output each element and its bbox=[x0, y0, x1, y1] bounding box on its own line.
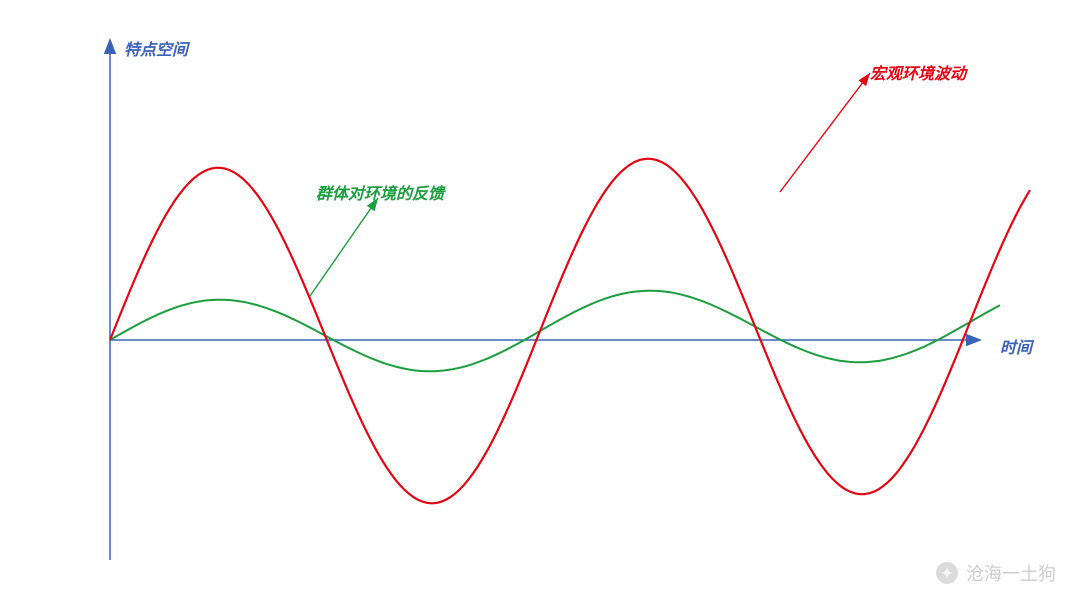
red-wave bbox=[110, 159, 1030, 504]
watermark: ✦ 沧海一土狗 bbox=[936, 560, 1056, 586]
red-wave-label: 宏观环境波动 bbox=[870, 60, 966, 84]
watermark-text: 沧海一土狗 bbox=[966, 560, 1056, 586]
green-wave bbox=[110, 291, 1000, 372]
diagram-canvas: 特点空间 时间 宏观环境波动 群体对环境的反馈 ✦ 沧海一土狗 bbox=[0, 0, 1080, 600]
green-wave-label: 群体对环境的反馈 bbox=[316, 180, 444, 204]
plot-svg bbox=[0, 0, 1080, 600]
x-axis-label: 时间 bbox=[1000, 334, 1032, 358]
y-axis-label: 特点空间 bbox=[124, 36, 188, 60]
wechat-icon: ✦ bbox=[936, 562, 958, 584]
